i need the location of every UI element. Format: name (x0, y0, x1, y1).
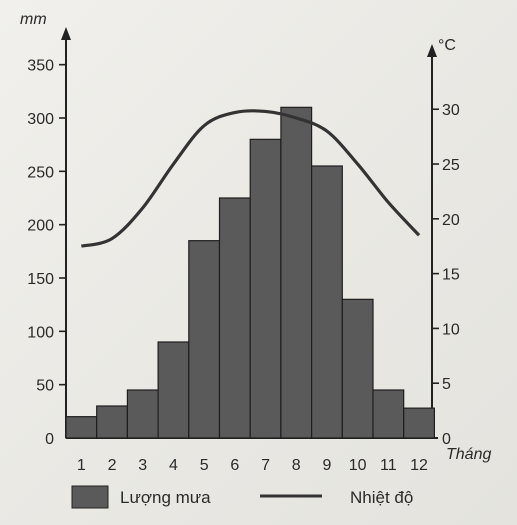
right-tick-label: 5 (442, 376, 451, 393)
rainfall-bar (188, 240, 221, 439)
rainfall-bar (280, 106, 313, 439)
legend-rainfall-label: Lượng mưa (120, 488, 211, 507)
right-y-ticks: 0 5 10 15 20 25 30 (432, 102, 460, 448)
right-tick-label: 0 (442, 431, 451, 448)
right-y-axis-arrow (427, 44, 437, 57)
x-tick-label: 6 (230, 457, 239, 474)
left-tick-label: 0 (45, 431, 54, 448)
legend: Lượng mưa Nhiệt độ (71, 485, 413, 509)
x-tick-label: 11 (380, 457, 397, 474)
left-tick-label: 150 (27, 271, 54, 288)
left-axis-label: mm (20, 11, 47, 28)
rainfall-bars (65, 106, 436, 439)
left-tick-label: 200 (27, 218, 54, 235)
right-tick-label: 20 (442, 212, 460, 229)
left-tick-label: 100 (27, 324, 54, 341)
legend-temperature-label: Nhiệt độ (350, 488, 413, 507)
x-axis-label: Tháng (446, 446, 491, 463)
x-tick-label: 8 (292, 457, 301, 474)
x-tick-label: 1 (77, 457, 86, 474)
rainfall-bar (249, 138, 282, 439)
x-tick-label: 9 (322, 457, 331, 474)
right-axis-label: °C (438, 37, 456, 54)
rainfall-bar (96, 405, 128, 439)
temperature-line-layer (80, 109, 421, 248)
x-tick-labels: 1 2 3 4 5 6 7 8 9 10 11 12 (77, 457, 428, 474)
left-tick-label: 250 (27, 164, 54, 181)
right-tick-label: 25 (442, 157, 460, 174)
rainfall-bar (403, 407, 436, 439)
temperature-line (80, 109, 421, 248)
right-tick-label: 15 (442, 267, 460, 284)
rainfall-bar (65, 416, 98, 439)
rainfall-bar (372, 389, 405, 439)
left-tick-label: 350 (27, 58, 54, 75)
left-y-axis-arrow (61, 27, 71, 40)
rainfall-bar (341, 298, 374, 439)
rainfall-bar (311, 165, 343, 439)
x-tick-label: 5 (200, 457, 209, 474)
rainfall-bar (218, 197, 251, 439)
left-tick-label: 50 (36, 378, 54, 395)
x-tick-label: 4 (169, 457, 178, 474)
rainfall-bar (157, 341, 190, 439)
x-tick-label: 3 (138, 457, 147, 474)
left-tick-label: 300 (27, 111, 54, 128)
x-tick-label: 2 (108, 457, 117, 474)
right-tick-label: 10 (442, 321, 460, 338)
x-tick-label: 12 (410, 457, 428, 474)
x-tick-label: 7 (261, 457, 270, 474)
legend-rainfall-swatch (71, 485, 109, 509)
left-y-ticks: 0 50 100 150 200 250 300 350 (27, 58, 66, 448)
x-tick-label: 10 (349, 457, 367, 474)
right-tick-label: 30 (442, 102, 460, 119)
rainfall-bar (126, 389, 159, 439)
